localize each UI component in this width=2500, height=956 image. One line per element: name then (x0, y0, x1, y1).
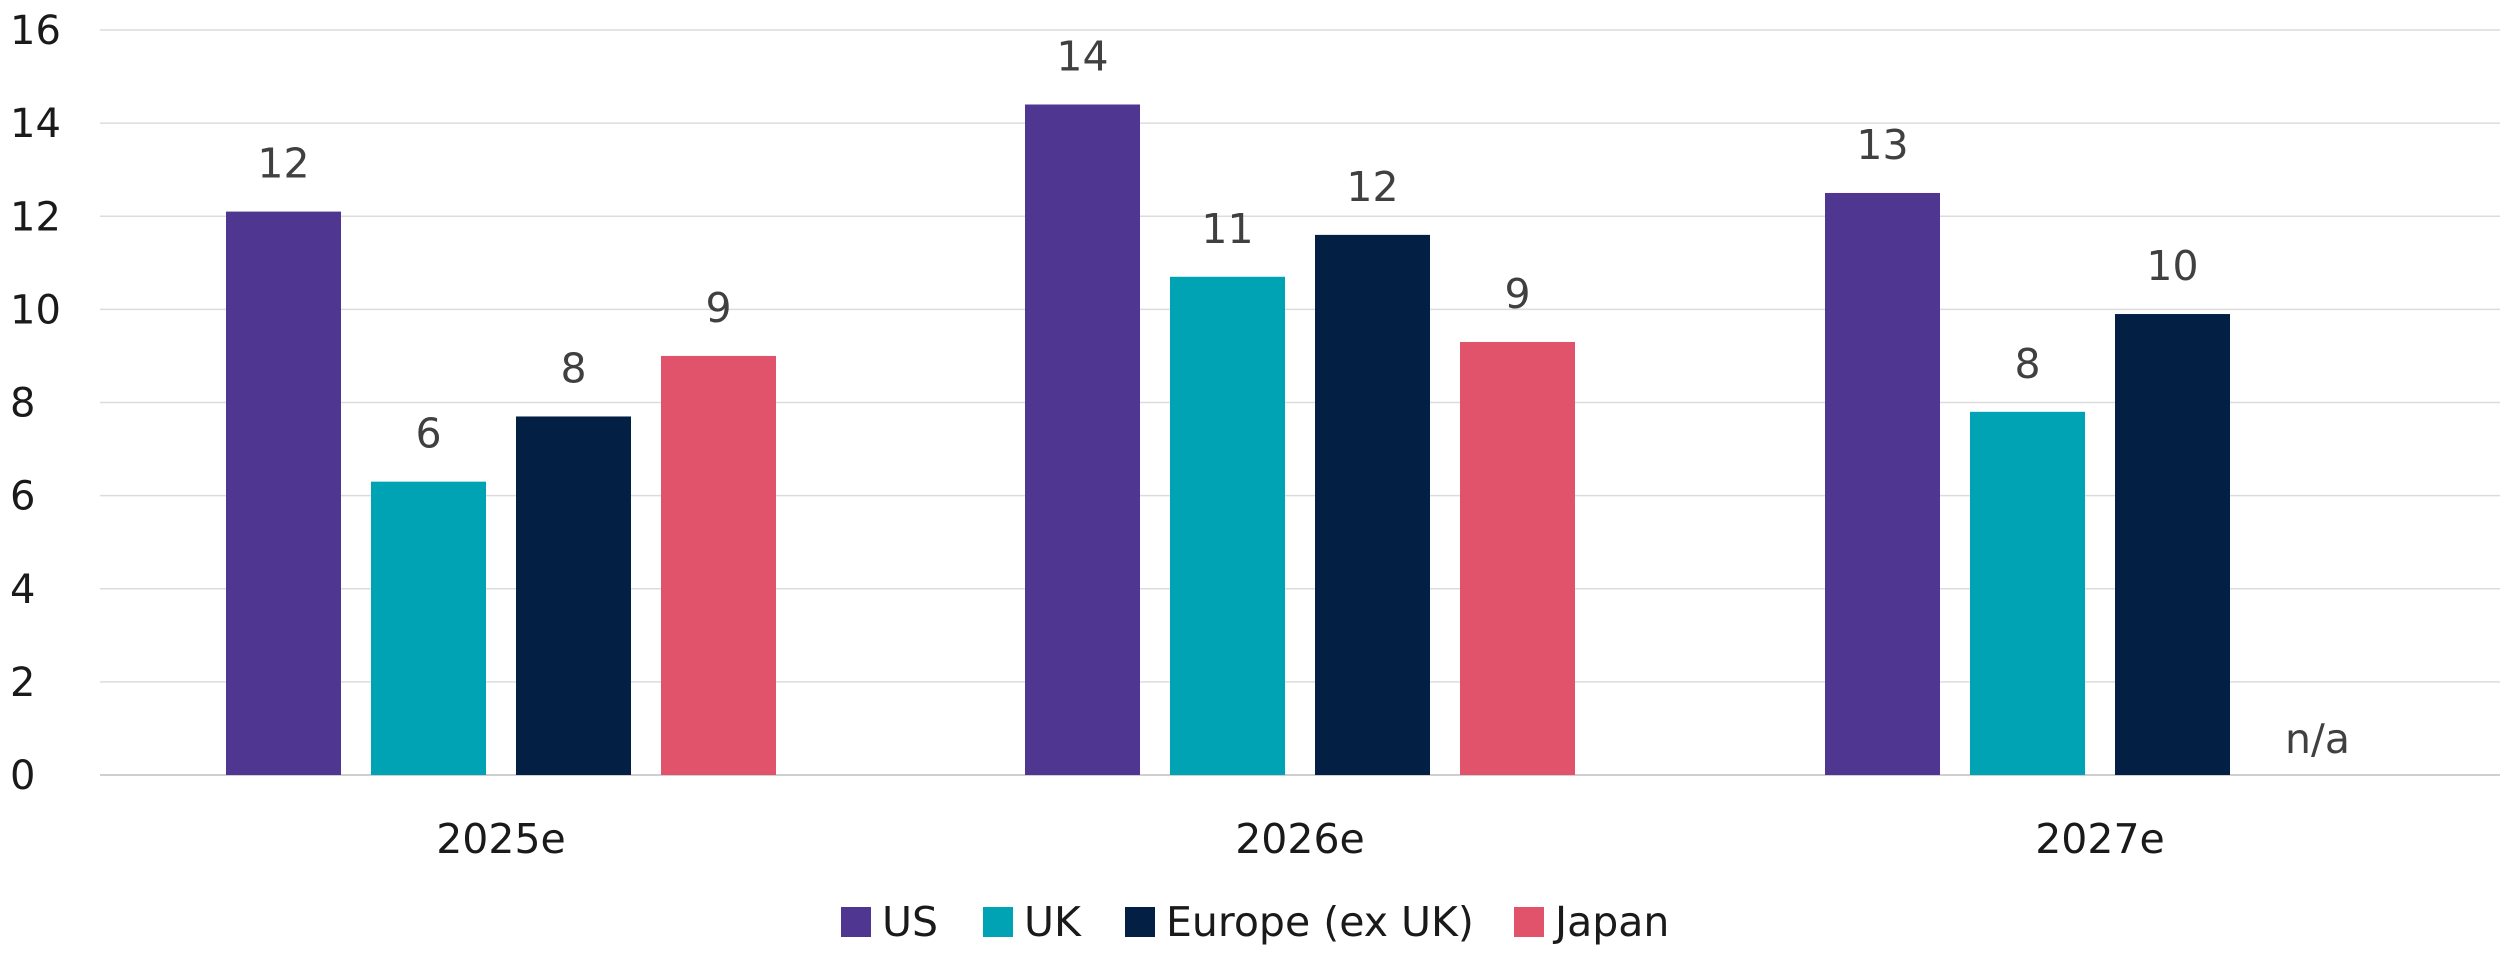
data-label: 11 (1201, 205, 1253, 253)
y-tick-label: 6 (10, 474, 35, 520)
legend-swatch (841, 907, 871, 937)
data-label-na: n/a (2285, 715, 2350, 763)
y-tick-label: 16 (10, 8, 61, 54)
bar-europe-ex-uk-2026e (1315, 234, 1430, 775)
legend-label: US (882, 898, 938, 946)
data-label: 9 (705, 284, 731, 332)
legend-swatch (983, 907, 1013, 937)
bar-japan-2025e (661, 355, 776, 775)
y-tick-label: 14 (10, 101, 61, 147)
y-tick-label: 8 (10, 381, 35, 427)
data-label: 12 (1346, 163, 1398, 211)
bar-us-2025e (226, 211, 341, 775)
y-tick-label: 10 (10, 287, 61, 333)
y-tick-label: 0 (10, 753, 35, 799)
bars (226, 104, 2230, 775)
bar-uk-2026e (1170, 276, 1285, 775)
legend-label: Japan (1552, 898, 1669, 946)
legend-swatch (1125, 907, 1155, 937)
x-tick-label: 2025e (436, 815, 566, 863)
data-label: 8 (560, 344, 586, 392)
data-label: 14 (1056, 33, 1108, 81)
gridlines (100, 29, 2500, 776)
x-axis: 2025e 2026e 2027e (436, 815, 2165, 863)
legend-label: UK (1024, 898, 1082, 946)
bar-uk-2027e (1970, 411, 2085, 775)
bar-us-2027e (1825, 192, 1940, 775)
bar-japan-2026e (1460, 341, 1575, 775)
data-label: 6 (415, 410, 441, 458)
bar-uk-2025e (371, 481, 486, 775)
legend-label: Europe (ex UK) (1166, 898, 1474, 946)
x-tick-label: 2027e (2035, 815, 2165, 863)
bar-europe-ex-uk-2027e (2115, 314, 2230, 775)
data-label: 9 (1504, 270, 1530, 318)
data-label: 10 (2146, 242, 2198, 290)
y-tick-label: 4 (10, 567, 35, 613)
legend-swatch (1514, 907, 1544, 937)
x-tick-label: 2026e (1235, 815, 1365, 863)
y-tick-label: 2 (10, 660, 35, 706)
y-axis: 0 2 4 6 8 10 12 14 16 (10, 8, 61, 799)
bar-europe-ex-uk-2025e (516, 416, 631, 775)
data-label: 12 (257, 140, 309, 188)
data-label: 8 (2014, 340, 2040, 388)
data-labels: 12 6 8 9 14 11 12 9 13 8 10 n/a (257, 33, 2350, 764)
legend: US UK Europe (ex UK) Japan (841, 898, 1669, 946)
data-label: 13 (1856, 121, 1908, 169)
y-tick-label: 12 (10, 194, 61, 240)
bar-us-2026e (1025, 104, 1140, 775)
